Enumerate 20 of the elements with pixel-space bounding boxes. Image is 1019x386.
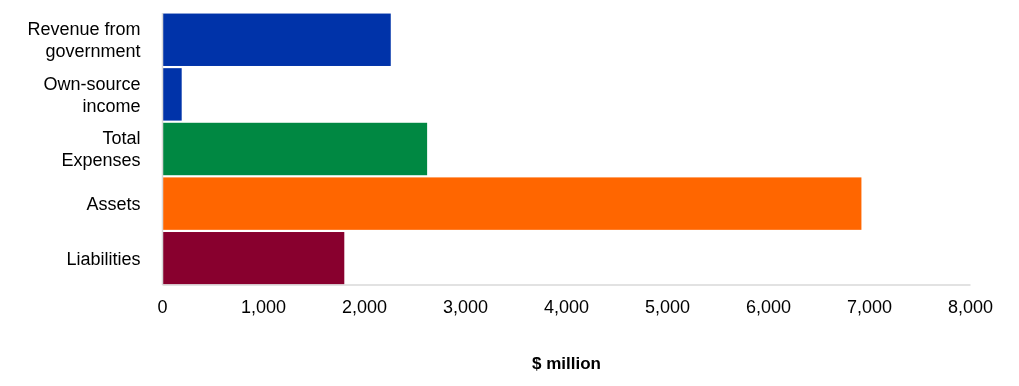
x-tick-label: 4,000 [543,297,590,317]
x-tick-label: 7,000 [846,297,893,317]
x-tick-label: 0 [157,297,168,317]
y-tick-label: Revenue from government [27,19,141,62]
x-tick-label: 3,000 [442,297,489,317]
y-tick-label: Total Expenses [61,128,141,171]
y-tick-label: Liabilities [66,248,141,269]
bar [162,122,428,176]
bar [162,13,391,66]
bar [162,232,345,285]
y-tick-label: Own-source income [43,73,141,116]
x-tick-label: 2,000 [341,297,388,317]
x-tick-label: 8,000 [947,297,994,317]
x-tick-label: 1,000 [240,297,287,317]
y-tick-label: Assets [86,193,141,214]
bar [162,177,862,230]
x-tick-label: 6,000 [745,297,792,317]
x-tick-label: 5,000 [644,297,691,317]
x-axis-title: $ million [532,354,601,373]
bar [162,68,182,121]
